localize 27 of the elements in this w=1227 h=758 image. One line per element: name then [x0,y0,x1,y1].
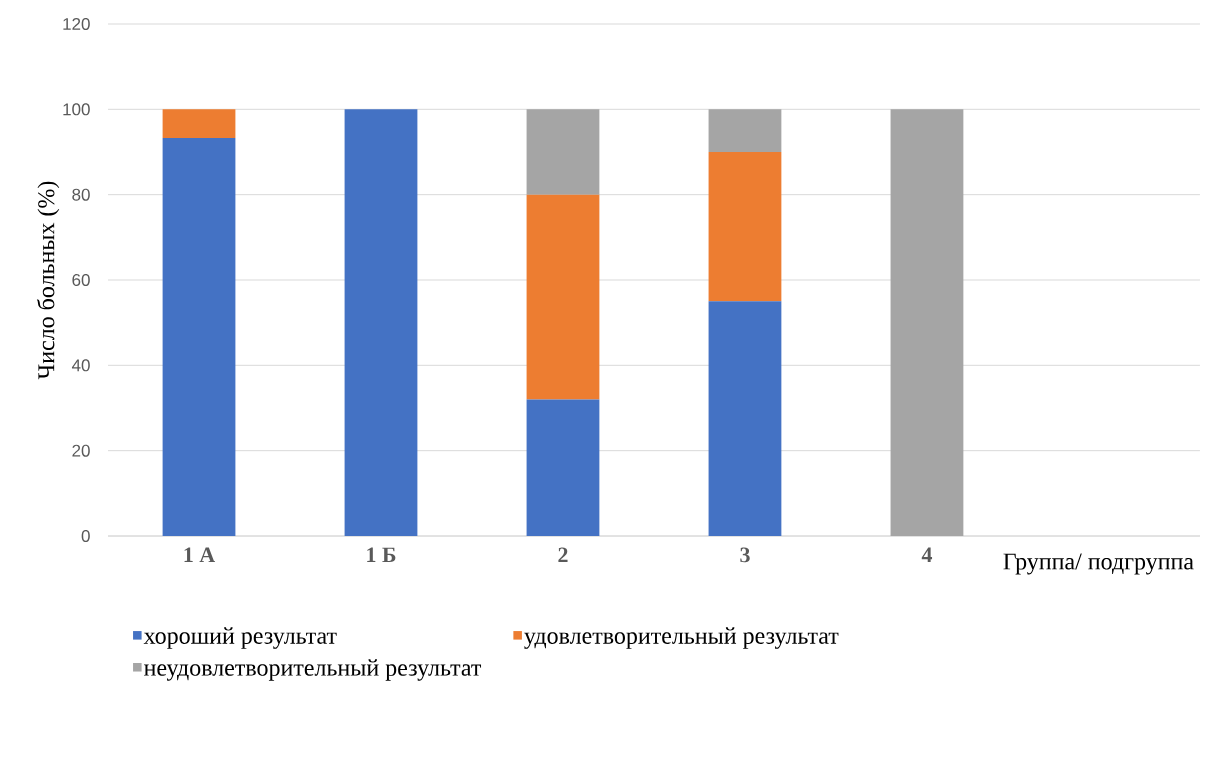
legend-label: неудовлетворительный результат [144,659,482,681]
legend-label: удовлетворительный результат [524,627,839,649]
x-tick-label: 1 Б [367,547,396,563]
bar [162,109,236,138]
y-tick-label: 100 [63,103,90,116]
bar [526,399,600,536]
bar [162,137,236,536]
legend-label: хороший результат [143,627,337,649]
y-tick-label: 0 [81,529,90,543]
y-tick-label: 40 [71,359,90,372]
bar [708,151,782,302]
bar [890,109,964,536]
bar [708,301,782,536]
bar [708,109,782,152]
y-tick-label: 60 [72,273,90,287]
y-axis-title: Число больных (%) [36,181,60,380]
bar [526,194,600,400]
y-tick-label: 20 [72,444,90,457]
x-tick-label: 2 [558,547,568,563]
x-tick-label: 4 [921,547,933,562]
y-tick-label: 80 [72,188,90,201]
bar [526,109,600,195]
bar [344,109,418,536]
x-axis-title: Группа/ подгруппа [1003,553,1194,575]
x-tick-label: 1 А [184,547,216,563]
x-tick-label: 3 [740,547,750,563]
y-tick-label: 120 [63,17,90,31]
